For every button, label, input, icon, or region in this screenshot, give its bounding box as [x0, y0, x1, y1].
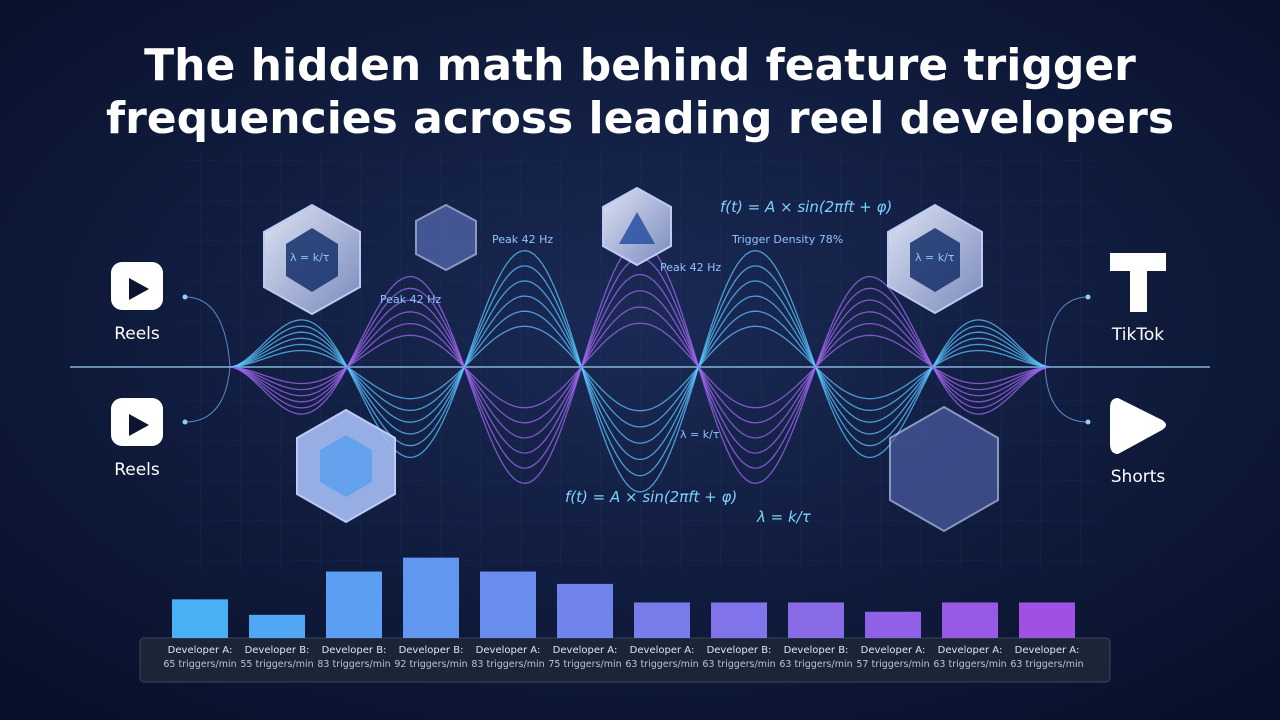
bar: [172, 599, 228, 638]
wave: [229, 290, 1051, 439]
value-label: 83 triggers/min: [471, 659, 544, 670]
value-label: 57 triggers/min: [856, 659, 929, 670]
connector-dot: [182, 294, 188, 300]
wave: [229, 322, 1051, 409]
wave: [229, 250, 1051, 493]
annotation: Peak 42 Hz: [492, 233, 553, 246]
value-label: 65 triggers/min: [163, 659, 236, 670]
value-label: 63 triggers/min: [1010, 659, 1083, 670]
wave: [229, 273, 1051, 454]
bar: [634, 602, 690, 638]
platform-label: Shorts: [1111, 467, 1166, 487]
x-tick-label: Developer B:: [784, 645, 849, 656]
value-label: 63 triggers/min: [702, 659, 775, 670]
x-tick-label: Developer A:: [1015, 645, 1080, 656]
x-tick-label: Developer A:: [861, 645, 926, 656]
hexagon-cores: [286, 212, 960, 497]
bar: [1019, 602, 1075, 638]
bar: [557, 583, 613, 638]
bar: [403, 557, 459, 638]
value-label: 63 triggers/min: [779, 659, 852, 670]
formula: f(t) = A × sin(2πft + φ): [720, 198, 892, 216]
chart-title: frequencies across leading reel develope…: [106, 93, 1174, 144]
wave: [229, 265, 1051, 477]
formula: λ = k/τ: [290, 251, 330, 264]
formula: λ = k/τ: [756, 508, 812, 526]
wave: [229, 280, 1051, 461]
x-tick-label: Developer A:: [938, 645, 1003, 656]
value-label: 63 triggers/min: [933, 659, 1006, 670]
annotation: Peak 42 Hz: [380, 293, 441, 306]
connector: [184, 366, 231, 423]
wave: [229, 295, 1051, 444]
bar: [326, 571, 382, 638]
value-label: 55 triggers/min: [240, 659, 313, 670]
value-label: 75 triggers/min: [548, 659, 621, 670]
connector-dot: [1085, 294, 1091, 300]
connector: [1044, 366, 1089, 423]
bar: [249, 614, 305, 638]
connector: [184, 296, 231, 368]
x-tick-label: Developer B:: [399, 645, 464, 656]
x-tick-label: Developer B:: [322, 645, 387, 656]
platform-label: Reels: [114, 324, 160, 344]
platform-label: Reels: [114, 460, 160, 480]
x-tick-label: Developer A:: [168, 645, 233, 656]
bar-chart: Developer A: 65 triggers/min Developer B: 5…: [163, 557, 1084, 670]
annotation: Peak 42 Hz: [660, 261, 721, 274]
value-label: 83 triggers/min: [317, 659, 390, 670]
formula: λ = k/τ: [680, 428, 720, 441]
value-label: 92 triggers/min: [394, 659, 467, 670]
label-panel: [139, 637, 1111, 683]
value-label: 63 triggers/min: [625, 659, 698, 670]
wave: [229, 310, 1051, 428]
bar: [865, 611, 921, 638]
bar: [788, 602, 844, 638]
wave: [229, 306, 1051, 424]
platform-label: TikTok: [1111, 325, 1164, 345]
x-tick-label: Developer A:: [630, 645, 695, 656]
bar: [711, 602, 767, 638]
connector-dot: [182, 419, 188, 425]
wave: [229, 325, 1051, 412]
annotation: Trigger Density 78%: [731, 233, 843, 246]
connector-dot: [1085, 419, 1091, 425]
bar: [480, 571, 536, 638]
x-tick-label: Developer A:: [553, 645, 618, 656]
formula: f(t) = A × sin(2πft + φ): [565, 488, 737, 506]
bar: [942, 602, 998, 638]
icons: [111, 253, 1166, 454]
x-tick-label: Developer B:: [707, 645, 772, 656]
x-tick-label: Developer B:: [245, 645, 310, 656]
formula: λ = k/τ: [915, 251, 955, 264]
x-tick-label: Developer A:: [476, 645, 541, 656]
connector: [1044, 296, 1089, 368]
chart-title: The hidden math behind feature trigger: [144, 40, 1136, 91]
